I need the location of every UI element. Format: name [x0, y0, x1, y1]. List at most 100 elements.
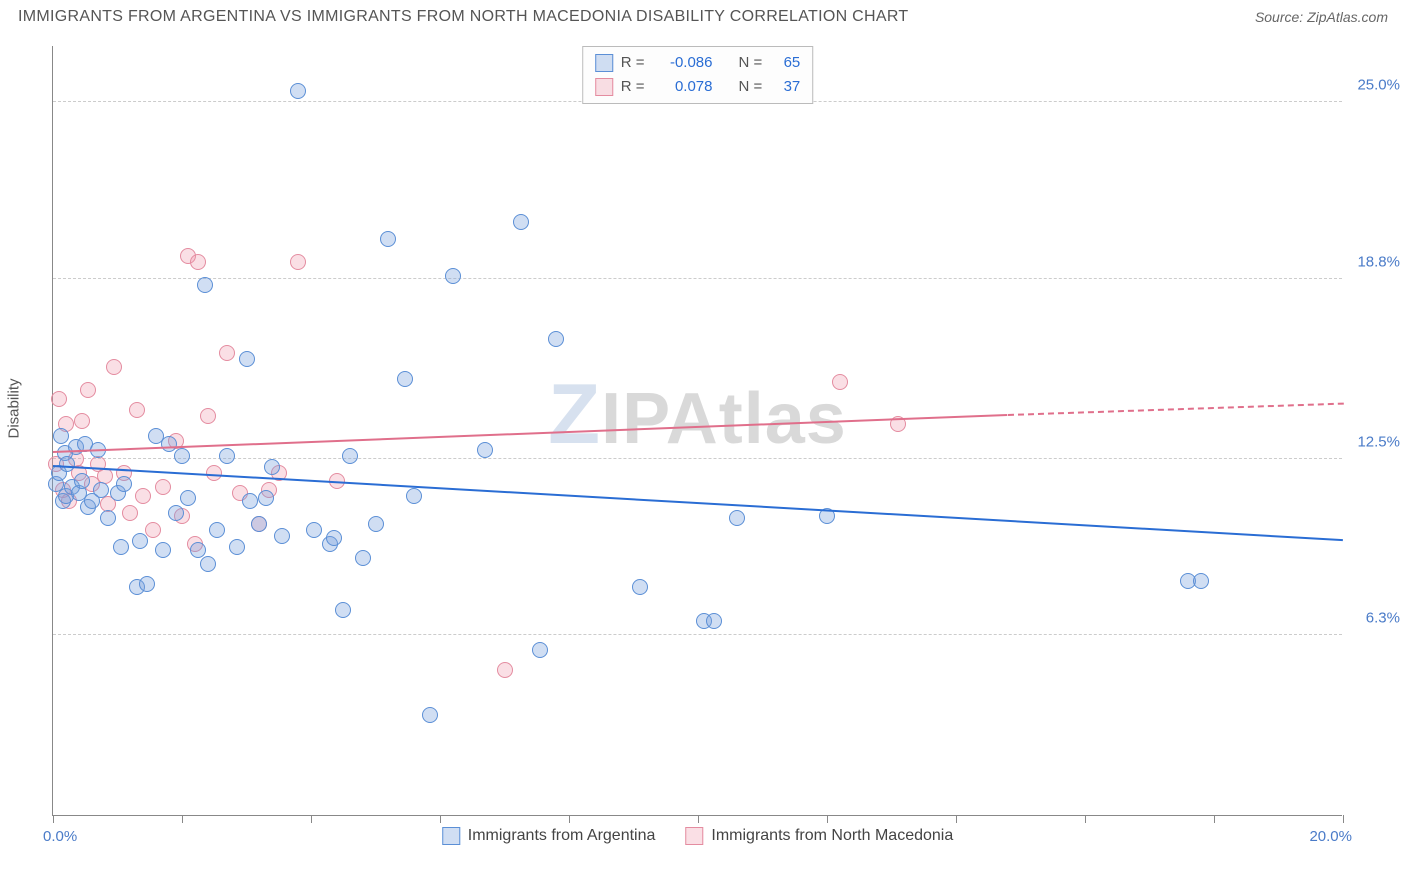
point-north-macedonia	[80, 382, 96, 398]
point-north-macedonia	[51, 391, 67, 407]
legend-label: Immigrants from North Macedonia	[711, 827, 953, 845]
point-argentina	[100, 510, 116, 526]
legend-item: Immigrants from North Macedonia	[685, 827, 953, 845]
watermark: ZIPAtlas	[548, 366, 847, 464]
r-value: -0.086	[653, 51, 713, 75]
legend-swatch	[685, 827, 703, 845]
point-argentina	[168, 505, 184, 521]
point-north-macedonia	[206, 465, 222, 481]
point-argentina	[397, 371, 413, 387]
point-argentina	[53, 428, 69, 444]
point-argentina	[380, 231, 396, 247]
x-axis-end: 20.0%	[1309, 828, 1352, 845]
x-tick	[956, 815, 957, 823]
point-north-macedonia	[155, 479, 171, 495]
point-argentina	[132, 533, 148, 549]
point-argentina	[197, 277, 213, 293]
x-tick	[1085, 815, 1086, 823]
point-argentina	[251, 516, 267, 532]
point-argentina	[306, 522, 322, 538]
x-tick	[1214, 815, 1215, 823]
point-argentina	[190, 542, 206, 558]
x-tick	[53, 815, 54, 823]
point-argentina	[290, 83, 306, 99]
point-north-macedonia	[200, 408, 216, 424]
series-legend: Immigrants from Argentina Immigrants from…	[442, 827, 953, 845]
legend-swatch	[442, 827, 460, 845]
x-tick	[698, 815, 699, 823]
point-north-macedonia	[145, 522, 161, 538]
point-argentina	[242, 493, 258, 509]
legend-label: Immigrants from Argentina	[468, 827, 656, 845]
point-north-macedonia	[135, 488, 151, 504]
n-value: 37	[770, 75, 800, 99]
x-tick	[827, 815, 828, 823]
point-north-macedonia	[129, 402, 145, 418]
point-argentina	[406, 488, 422, 504]
point-argentina	[219, 448, 235, 464]
point-argentina	[532, 642, 548, 658]
point-argentina	[139, 576, 155, 592]
y-axis-label: Disability	[6, 378, 23, 438]
point-north-macedonia	[190, 254, 206, 270]
point-argentina	[155, 542, 171, 558]
point-argentina	[200, 556, 216, 572]
legend-item: Immigrants from Argentina	[442, 827, 656, 845]
point-argentina	[355, 550, 371, 566]
point-north-macedonia	[122, 505, 138, 521]
point-north-macedonia	[219, 345, 235, 361]
point-argentina	[632, 579, 648, 595]
point-argentina	[274, 528, 290, 544]
point-north-macedonia	[106, 359, 122, 375]
point-north-macedonia	[290, 254, 306, 270]
y-tick-label: 6.3%	[1366, 610, 1400, 627]
n-label: N =	[739, 75, 763, 99]
x-tick	[182, 815, 183, 823]
x-axis-start: 0.0%	[43, 828, 77, 845]
point-argentina	[180, 490, 196, 506]
point-argentina	[209, 522, 225, 538]
legend-swatch	[595, 78, 613, 96]
point-argentina	[174, 448, 190, 464]
correlation-legend: R = -0.086 N = 65R = 0.078 N = 37	[582, 46, 814, 104]
source-label: Source: ZipAtlas.com	[1255, 9, 1388, 25]
point-argentina	[264, 459, 280, 475]
point-argentina	[477, 442, 493, 458]
point-argentina	[93, 482, 109, 498]
scatter-plot: ZIPAtlas R =-0.086N =65R =0.078N =37 Imm…	[52, 46, 1342, 816]
point-argentina	[326, 530, 342, 546]
point-argentina	[113, 539, 129, 555]
point-argentina	[368, 516, 384, 532]
r-label: R =	[621, 75, 645, 99]
point-argentina	[422, 707, 438, 723]
point-argentina	[1193, 573, 1209, 589]
point-argentina	[729, 510, 745, 526]
legend-row: R =-0.086N =65	[595, 51, 801, 75]
point-argentina	[342, 448, 358, 464]
point-north-macedonia	[497, 662, 513, 678]
point-north-macedonia	[832, 374, 848, 390]
grid-line	[53, 278, 1342, 279]
point-argentina	[445, 268, 461, 284]
point-argentina	[116, 476, 132, 492]
point-argentina	[258, 490, 274, 506]
x-tick	[569, 815, 570, 823]
x-tick	[1343, 815, 1344, 823]
x-tick	[440, 815, 441, 823]
point-argentina	[548, 331, 564, 347]
y-tick-label: 12.5%	[1357, 433, 1400, 450]
legend-swatch	[595, 54, 613, 72]
y-tick-label: 18.8%	[1357, 253, 1400, 270]
point-argentina	[706, 613, 722, 629]
legend-row: R = 0.078 N = 37	[595, 75, 801, 99]
grid-line	[53, 458, 1342, 459]
r-label: R =	[621, 51, 645, 75]
r-value: 0.078	[653, 75, 713, 99]
point-argentina	[74, 473, 90, 489]
point-argentina	[59, 456, 75, 472]
chart-title: IMMIGRANTS FROM ARGENTINA VS IMMIGRANTS …	[18, 8, 909, 26]
point-argentina	[229, 539, 245, 555]
n-value: 65	[770, 51, 800, 75]
trend-line-north-macedonia	[53, 414, 1008, 453]
y-tick-label: 25.0%	[1357, 77, 1400, 94]
